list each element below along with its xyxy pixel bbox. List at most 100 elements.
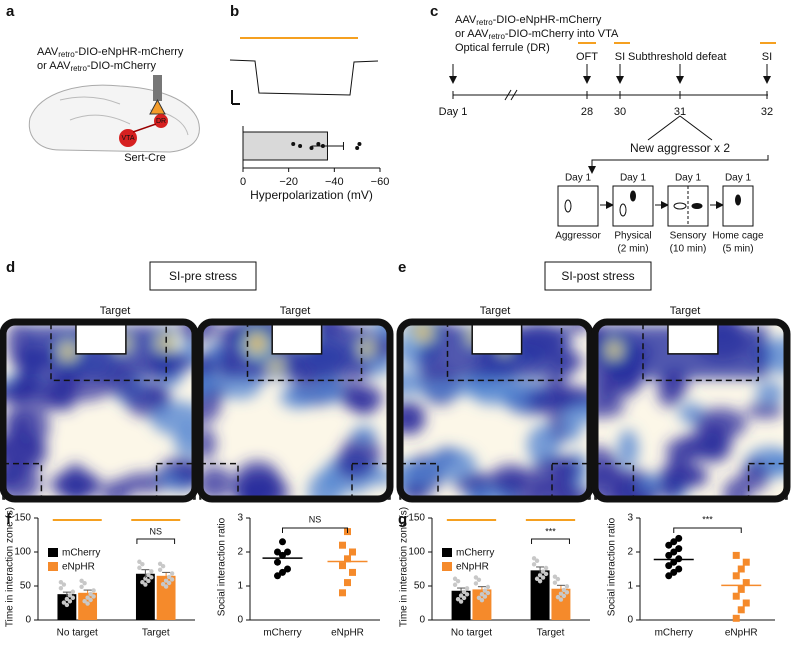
jitter	[79, 584, 84, 589]
point	[279, 551, 286, 559]
jitter	[149, 575, 154, 580]
x-tick-label: Target	[537, 628, 565, 639]
blob	[3, 430, 48, 473]
jitter	[169, 577, 175, 582]
jitter	[143, 576, 148, 581]
legend-label: mCherry	[456, 548, 494, 559]
point	[737, 606, 745, 614]
target-box	[271, 321, 323, 355]
hot-core	[273, 363, 279, 370]
step-label: Sensory	[670, 231, 707, 242]
point	[665, 541, 673, 549]
jitter	[157, 567, 163, 572]
blob	[617, 429, 639, 468]
jitter	[564, 590, 570, 595]
heatmap	[396, 318, 594, 503]
step-label: Aggressor	[555, 231, 601, 242]
jitter	[163, 584, 169, 589]
point	[737, 585, 745, 593]
blob	[561, 417, 582, 442]
point	[309, 146, 314, 150]
blob	[370, 339, 390, 362]
jitter	[157, 561, 163, 566]
blob	[339, 380, 363, 410]
annotation: NS	[309, 514, 322, 524]
point	[279, 568, 286, 576]
jitter	[482, 594, 488, 599]
x-tick-label: No target	[57, 628, 98, 639]
y-tick-label: 3	[237, 513, 243, 524]
event-label: Subthreshold defeat	[628, 51, 726, 63]
y-tick-label: 50	[20, 581, 32, 592]
jitter	[163, 578, 169, 583]
jitter	[137, 559, 142, 564]
jitter	[88, 597, 93, 603]
event-label: OFT	[576, 51, 598, 63]
jitter	[561, 587, 567, 593]
interaction-zone	[642, 321, 759, 382]
ferrule-label: Optical ferrule (DR)	[455, 42, 550, 54]
blob	[492, 464, 530, 485]
blob	[145, 383, 169, 406]
point	[344, 579, 351, 587]
point	[316, 142, 321, 146]
point	[320, 144, 325, 148]
y-tick-label: 100	[408, 547, 425, 558]
jitter	[82, 599, 87, 604]
target-label: Target	[480, 305, 511, 317]
jitter	[61, 582, 67, 587]
arena-border	[396, 318, 594, 503]
arena-border	[591, 318, 791, 503]
blob	[746, 402, 784, 419]
panel-label: c	[430, 3, 438, 20]
step-duration: (2 min)	[617, 244, 648, 255]
panel-label: a	[6, 3, 15, 20]
panel-label: f	[6, 511, 12, 528]
heatmap	[196, 318, 394, 503]
x-tick-label: eNpHR	[725, 628, 758, 639]
step-day: Day 1	[620, 173, 647, 184]
jitter	[70, 595, 76, 600]
y-tick-label: 1	[237, 581, 243, 592]
point	[742, 579, 750, 587]
repeat-label: New aggressor x 2	[630, 141, 730, 155]
blob	[3, 408, 32, 437]
jitter	[140, 561, 145, 567]
jitter	[473, 575, 479, 580]
heatmap-fill	[3, 322, 195, 499]
panel-label: d	[6, 259, 15, 276]
annotation: NS	[149, 526, 162, 536]
jitter	[91, 594, 96, 599]
y-tick-label: 0	[627, 615, 633, 626]
jitter	[482, 588, 488, 593]
jitter	[85, 595, 90, 600]
y-tick-label: 1	[627, 581, 633, 592]
point	[732, 592, 740, 600]
x-tick-label: −40	[325, 176, 344, 188]
panel-label: e	[398, 259, 406, 276]
blob	[49, 470, 102, 499]
bracket	[673, 527, 742, 533]
point	[279, 538, 286, 546]
blob	[100, 479, 131, 499]
y-axis-label: Time in interaction zone (s)	[5, 507, 16, 627]
heatmap-title: SI-post stress	[561, 269, 634, 283]
jitter	[537, 578, 543, 584]
jitter	[458, 593, 464, 598]
point	[670, 538, 678, 546]
blobs	[400, 322, 590, 499]
point	[675, 565, 683, 573]
jitter	[64, 596, 70, 602]
day-label: 32	[761, 106, 773, 118]
point	[284, 565, 291, 573]
bar	[135, 573, 155, 620]
x-tick-label: 0	[240, 176, 246, 188]
jitter	[552, 580, 558, 585]
jitter	[564, 584, 570, 589]
jitter	[88, 591, 93, 597]
hot-core	[610, 346, 618, 354]
target-label: Target	[670, 305, 701, 317]
point	[670, 558, 678, 566]
blob	[235, 473, 283, 499]
mouse-line: Sert-Cre	[124, 152, 166, 164]
